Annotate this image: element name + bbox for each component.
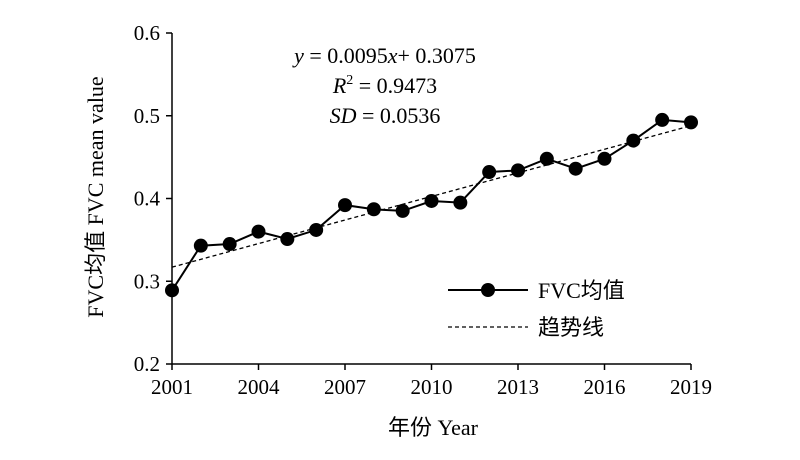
regression-annotation: y = 0.0095x+ 0.3075 R2 = 0.9473 SD = 0.0… — [292, 43, 476, 128]
x-tick-label: 2010 — [411, 375, 453, 399]
fvc-data-point — [597, 151, 612, 166]
fvc-data-point — [539, 151, 554, 166]
x-tick-label: 2016 — [584, 375, 626, 399]
fvc-data-point — [684, 115, 698, 130]
x-tick-label: 2013 — [497, 375, 539, 399]
sd-label: SD — [330, 103, 357, 128]
equation-text: y = 0.0095x+ 0.3075 — [292, 43, 476, 68]
fvc-data-point — [453, 195, 468, 210]
x-tick-label: 2001 — [151, 375, 193, 399]
fvc-data-point — [482, 165, 497, 180]
y-tick-label: 0.2 — [134, 352, 160, 376]
fvc-data-point — [165, 283, 179, 298]
r2-value: = 0.9473 — [353, 73, 437, 98]
equation-slope: = 0.0095 — [304, 43, 388, 68]
x-tick-label: 2007 — [324, 375, 366, 399]
legend-trend-label: 趋势线 — [538, 315, 604, 340]
equation-y-var: y — [292, 43, 304, 68]
fvc-data-point — [626, 133, 641, 148]
y-axis-ticks: 0.2 0.3 0.4 0.5 0.6 — [134, 21, 172, 376]
x-tick-label: 2019 — [670, 375, 712, 399]
y-axis-title: FVC均值 FVC mean value — [83, 76, 108, 317]
fvc-series — [165, 112, 698, 298]
legend: FVC均值 趋势线 — [448, 278, 625, 340]
fvc-data-point — [366, 202, 381, 217]
r-squared-text: R2 = 0.9473 — [332, 73, 437, 98]
r2-superscript: 2 — [346, 73, 353, 88]
y-tick-label: 0.3 — [134, 269, 160, 293]
legend-series-marker — [481, 283, 495, 297]
legend-series-label: FVC均值 — [538, 278, 625, 303]
fvc-data-point — [309, 222, 324, 237]
fvc-data-point — [568, 161, 583, 176]
fvc-data-point — [511, 163, 525, 178]
y-tick-label: 0.6 — [134, 21, 160, 45]
fvc-data-point — [338, 198, 352, 213]
r2-label: R — [332, 73, 347, 98]
sd-text: SD = 0.0536 — [330, 103, 441, 128]
equation-intercept: + 0.3075 — [398, 43, 476, 68]
x-tick-label: 2004 — [238, 375, 281, 399]
x-axis-title: 年份 Year — [388, 415, 479, 440]
sd-value: = 0.0536 — [356, 103, 440, 128]
fvc-data-point — [193, 238, 208, 253]
equation-x-var: x — [387, 43, 398, 68]
fvc-data-point — [251, 224, 266, 239]
fvc-data-point — [395, 203, 410, 218]
y-tick-label: 0.5 — [134, 104, 160, 128]
fvc-data-point — [655, 112, 670, 127]
fvc-data-point — [280, 232, 295, 247]
y-tick-label: 0.4 — [134, 187, 161, 211]
x-axis-ticks: 2001 2004 2007 2010 2013 2016 2019 — [151, 364, 712, 399]
fvc-data-point — [222, 237, 237, 252]
fvc-data-point — [424, 193, 439, 208]
